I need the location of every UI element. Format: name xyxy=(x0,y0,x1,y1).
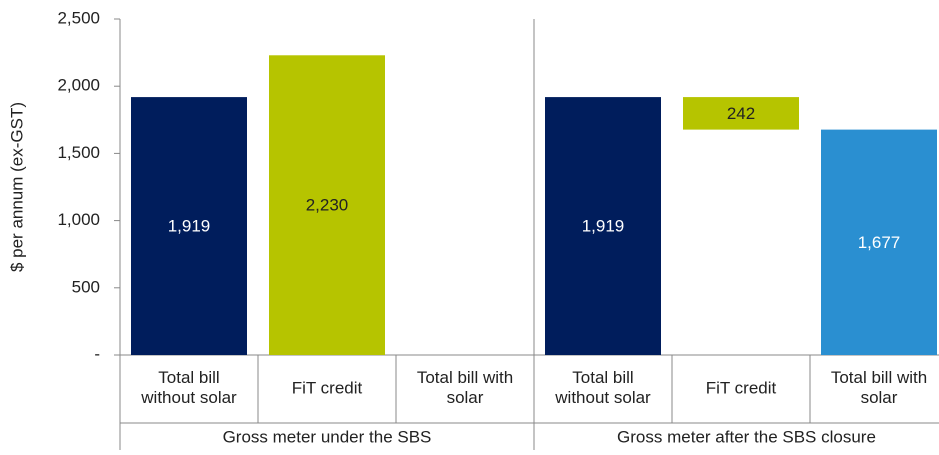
x-tick-label: FiT credit xyxy=(292,378,363,397)
y-tick-label: 1,000 xyxy=(57,210,100,229)
bar xyxy=(131,97,247,356)
value-label: 242 xyxy=(727,104,755,123)
x-tick-label: Total bill without solar xyxy=(140,368,237,407)
y-tick-label: 2,500 xyxy=(57,8,100,27)
y-tick-label: 2,000 xyxy=(57,76,100,95)
value-label: 1,677 xyxy=(858,233,901,252)
value-label: 1,919 xyxy=(582,217,625,236)
y-tick-label: 500 xyxy=(72,277,100,296)
y-tick-label: 1,500 xyxy=(57,143,100,162)
x-tick-label: Total bill with solar xyxy=(417,368,513,407)
x-tick-label: Total bill with solar xyxy=(831,368,927,407)
x-tick-label: Total bill without solar xyxy=(554,368,651,407)
bar xyxy=(821,129,937,355)
value-label: 1,919 xyxy=(168,217,211,236)
bar xyxy=(545,97,661,356)
group-label: Gross meter under the SBS xyxy=(223,427,432,446)
x-tick-label: FiT credit xyxy=(706,378,777,397)
bar xyxy=(683,97,799,130)
y-tick-label: - xyxy=(94,344,100,363)
y-axis-label: $ per annum (ex-GST) xyxy=(7,102,26,272)
group-label: Gross meter after the SBS closure xyxy=(617,427,876,446)
bar xyxy=(269,55,385,356)
value-label: 2,230 xyxy=(306,196,349,215)
